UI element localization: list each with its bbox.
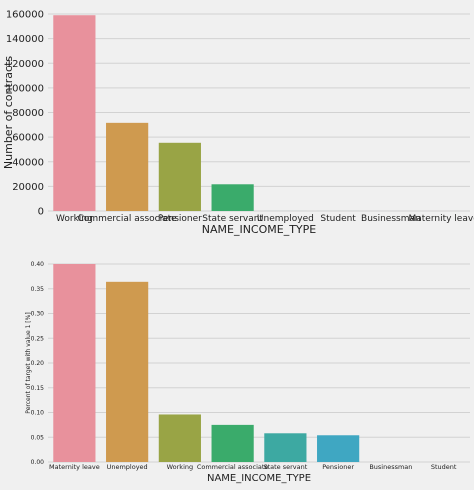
bar-5 bbox=[264, 433, 306, 462]
x-tick-label: Student bbox=[431, 463, 457, 471]
bar-3 bbox=[159, 414, 201, 462]
x-tick-label: Pensioner bbox=[322, 463, 354, 471]
y-tick-label: 0.10 bbox=[31, 410, 45, 417]
y-tick-label: 40000 bbox=[12, 157, 44, 168]
y-tick-label: 0.15 bbox=[31, 385, 45, 392]
chart-1: 0200004000060000800001000001200001400001… bbox=[2, 10, 474, 237]
bar-4 bbox=[212, 425, 254, 462]
bar-2 bbox=[106, 123, 148, 211]
y-tick-label: 0.00 bbox=[31, 459, 45, 466]
x-tick-label: Unemployed bbox=[107, 463, 148, 471]
x-axis-label: NAME_INCOME_TYPE bbox=[202, 223, 317, 236]
x-tick-label: Pensioner bbox=[158, 214, 202, 224]
y-axis-label: Number of contracts bbox=[2, 56, 15, 169]
bar-2 bbox=[106, 282, 148, 462]
x-tick-label: Maternity leave bbox=[49, 463, 100, 471]
y-tick-label: 20000 bbox=[12, 182, 44, 193]
y-tick-label: 160000 bbox=[6, 10, 44, 21]
x-tick-label: Working bbox=[167, 463, 194, 471]
bar-3 bbox=[159, 143, 201, 211]
y-tick-label: 140000 bbox=[6, 34, 44, 45]
x-tick-label: Student bbox=[320, 214, 356, 224]
y-tick-label: 0 bbox=[38, 207, 44, 218]
x-tick-label: State servant bbox=[263, 463, 307, 471]
bar-4 bbox=[212, 184, 254, 211]
y-axis-label: Percent of target with value 1 [%] bbox=[25, 312, 32, 413]
x-tick-label: Commercial associate bbox=[197, 463, 269, 471]
y-tick-label: 0.30 bbox=[31, 311, 45, 318]
x-tick-label: Maternity leave bbox=[409, 214, 474, 224]
y-tick-label: 60000 bbox=[12, 133, 44, 144]
bar-6 bbox=[317, 435, 359, 462]
y-tick-label: 0.35 bbox=[31, 286, 45, 293]
y-tick-label: 0.40 bbox=[31, 261, 45, 268]
y-tick-label: 0.20 bbox=[31, 360, 45, 367]
chart-2: 0.00 0.05 0.10 0.15 0.20 0.25 0.30 0.35 0.40 Mate… bbox=[25, 261, 470, 484]
x-tick-label: Businessman bbox=[369, 463, 412, 471]
y-tick-label: 80000 bbox=[12, 108, 44, 119]
bar-1 bbox=[53, 15, 95, 211]
bar-1 bbox=[53, 264, 95, 462]
x-axis-label: NAME_INCOME_TYPE bbox=[207, 473, 311, 484]
y-tick-label: 0.25 bbox=[31, 335, 45, 342]
y-tick-label: 0.05 bbox=[31, 434, 45, 441]
